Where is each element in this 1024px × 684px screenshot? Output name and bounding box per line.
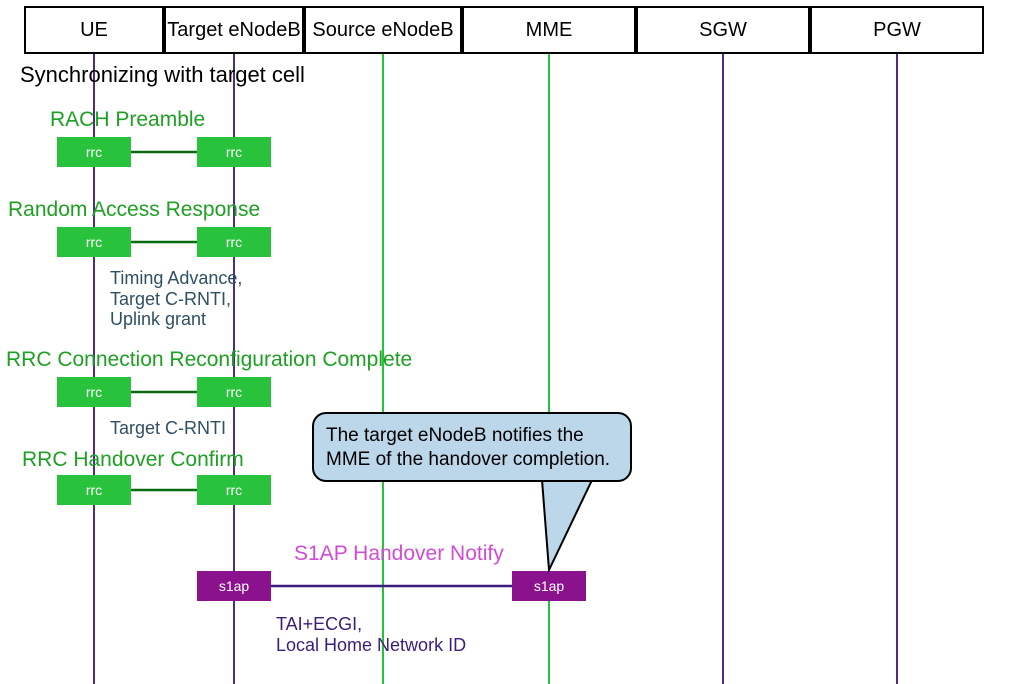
protocol-box-rach-preamble-from: rrc [57,137,131,167]
header-cell-ue: UE [24,6,164,54]
protocol-box-rrc-reconfig-complete-to: rrc [197,377,271,407]
header-cell-mme: MME [462,6,636,54]
message-title-rrc-handover-confirm: RRC Handover Confirm [22,448,244,472]
sequence-diagram: UETarget eNodeBSource eNodeBMMESGWPGW Syn… [0,0,1024,684]
header-cell-pgw: PGW [810,6,984,54]
protocol-box-random-access-response-to: rrc [57,227,131,257]
header-cell-target-enodeb: Target eNodeB [164,6,304,54]
message-title-random-access-response: Random Access Response [8,198,260,222]
message-note-s1ap-handover-notify: TAI+ECGI,Local Home Network ID [276,614,466,655]
callout-box: The target eNodeB notifies the MME of th… [312,412,632,482]
protocol-box-rrc-handover-confirm-from: rrc [57,475,131,505]
message-title-rrc-reconfig-complete: RRC Connection Reconfiguration Complete [6,348,412,372]
protocol-box-rach-preamble-to: rrc [197,137,271,167]
protocol-box-s1ap-handover-notify-to: s1ap [512,571,586,601]
protocol-box-random-access-response-from: rrc [197,227,271,257]
message-note-rrc-reconfig-complete: Target C-RNTI [110,418,226,439]
protocol-box-s1ap-handover-notify-from: s1ap [197,571,271,601]
lifeline-sgw [722,54,724,684]
header-cell-source-enodeb: Source eNodeB [304,6,462,54]
protocol-box-rrc-reconfig-complete-from: rrc [57,377,131,407]
protocol-box-rrc-handover-confirm-to: rrc [197,475,271,505]
message-arrow-s1ap-handover-notify [234,576,549,596]
section-label: Synchronizing with target cell [20,62,305,88]
message-title-rach-preamble: RACH Preamble [50,108,205,132]
lifeline-pgw [896,54,898,684]
message-title-s1ap-handover-notify: S1AP Handover Notify [294,542,504,566]
message-note-random-access-response: Timing Advance,Target C-RNTI,Uplink gran… [110,268,242,330]
header-cell-sgw: SGW [636,6,810,54]
